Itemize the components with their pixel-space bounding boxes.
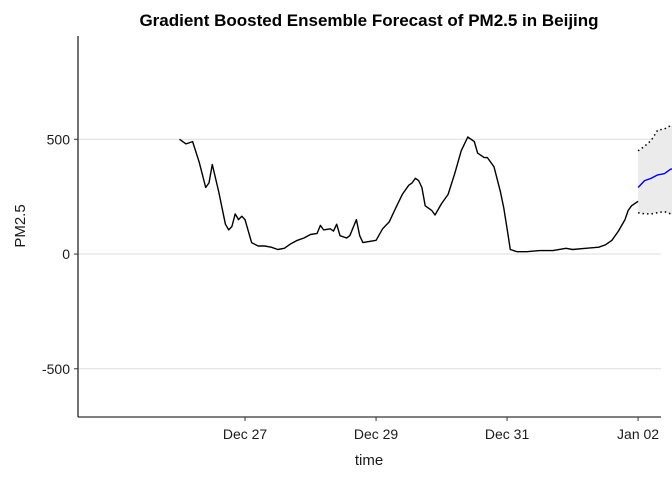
series-lines: [179, 136, 672, 253]
observed-line: [179, 136, 639, 253]
prediction-interval-band: [637, 124, 672, 216]
y-tick-label: -500: [42, 361, 70, 377]
x-tick-label: Jan 02: [617, 426, 659, 442]
x-tick-label: Dec 27: [223, 426, 268, 442]
chart-title: Gradient Boosted Ensemble Forecast of PM…: [139, 11, 598, 30]
x-axis-title: time: [355, 452, 383, 469]
interval-lower-line: [637, 210, 672, 216]
y-tick-label: 0: [62, 246, 70, 262]
x-tick-label: Dec 31: [485, 426, 530, 442]
y-tick-label: 500: [47, 131, 71, 147]
gridlines: [78, 138, 661, 370]
interval-fill: [638, 125, 672, 215]
y-axis-title: PM2.5: [12, 204, 29, 247]
x-tick-label: Dec 29: [354, 426, 399, 442]
